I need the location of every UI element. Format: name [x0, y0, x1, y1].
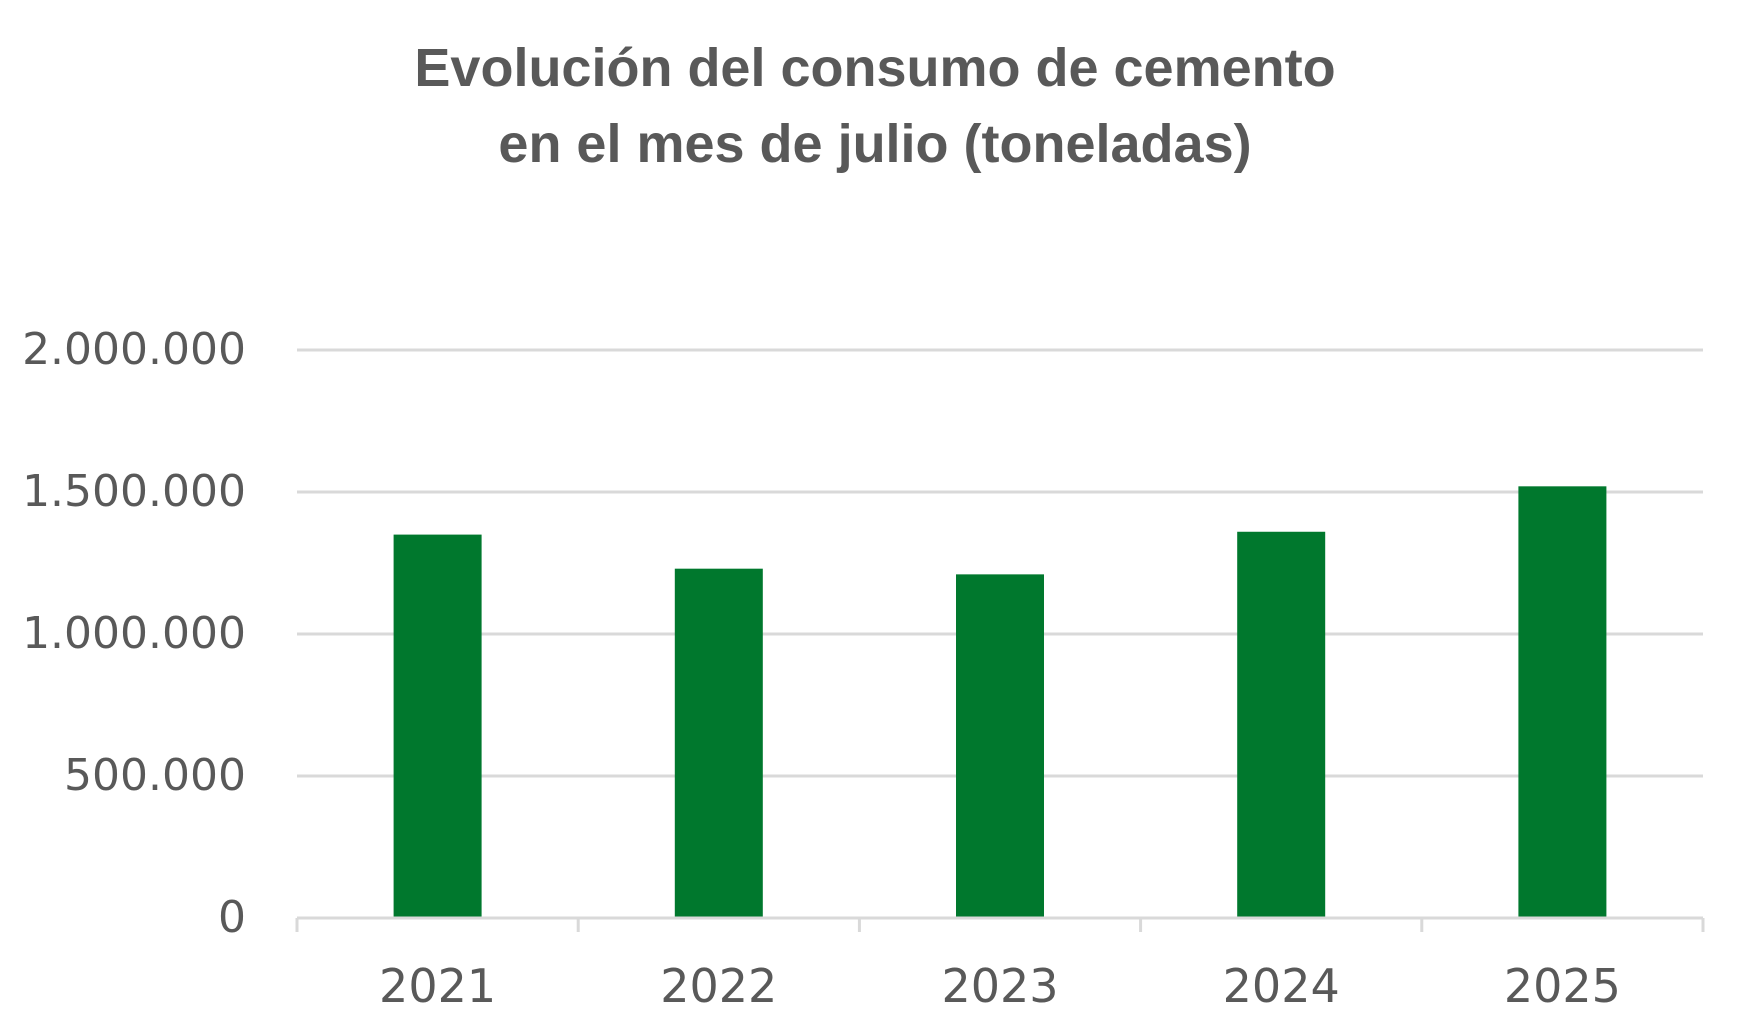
- x-tick-label: 2021: [379, 959, 496, 1013]
- y-tick-label: 1.500.000: [22, 466, 246, 517]
- y-tick-label: 2.000.000: [22, 324, 246, 375]
- chart-title-line-1: Evolución del consumo de cemento: [414, 38, 1336, 98]
- bar-2023: [956, 574, 1044, 918]
- bar-2021: [393, 534, 482, 918]
- y-tick-label: 1.000.000: [22, 608, 246, 659]
- bar-2024: [1237, 531, 1326, 918]
- y-axis-tick-labels: 0 500.000 1.000.000 1.500.000 2.000.000: [22, 324, 246, 943]
- bar-2022: [674, 568, 763, 918]
- y-tick-label: 0: [218, 892, 246, 943]
- x-tick-label: 2025: [1504, 959, 1621, 1013]
- x-tick-label: 2023: [941, 959, 1058, 1013]
- x-tick-label: 2022: [660, 959, 777, 1013]
- y-tick-label: 500.000: [64, 750, 246, 801]
- x-tick-label: 2024: [1223, 959, 1340, 1013]
- bar-2025: [1518, 486, 1607, 918]
- x-axis: [295, 916, 1705, 932]
- chart-title: Evolución del consumo de cemento en el m…: [0, 30, 1750, 182]
- x-axis-tick-labels: 2021 2022 2023 2024 2025: [379, 959, 1621, 1013]
- bars: [393, 486, 1607, 918]
- chart-title-line-2: en el mes de julio (toneladas): [498, 114, 1252, 174]
